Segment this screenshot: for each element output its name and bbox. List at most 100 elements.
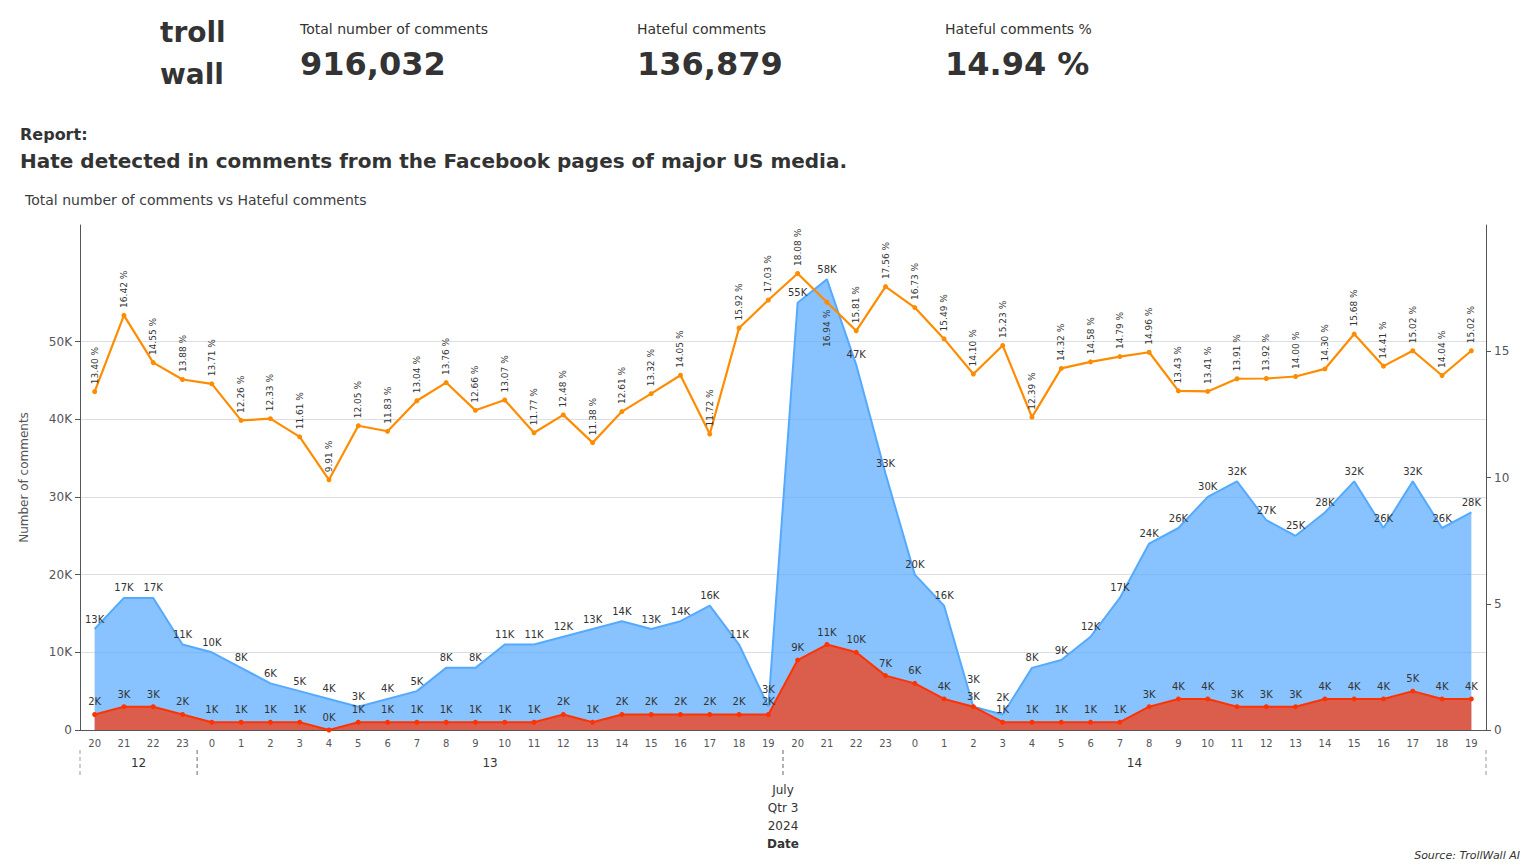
svg-text:13K: 13K <box>583 614 603 625</box>
svg-text:Report:: Report: <box>20 125 88 144</box>
svg-text:10: 10 <box>498 738 511 749</box>
svg-text:11: 11 <box>528 738 541 749</box>
svg-text:23: 23 <box>176 738 189 749</box>
svg-text:14K: 14K <box>671 606 691 617</box>
svg-text:16: 16 <box>674 738 687 749</box>
svg-text:50K: 50K <box>49 335 73 349</box>
svg-text:11.77 %: 11.77 % <box>529 388 539 426</box>
svg-text:47K: 47K <box>847 349 867 360</box>
svg-text:1K: 1K <box>586 704 599 715</box>
svg-text:18.08 %: 18.08 % <box>793 228 803 266</box>
svg-text:14.58 %: 14.58 % <box>1086 317 1096 355</box>
svg-text:30K: 30K <box>49 490 73 504</box>
svg-text:11.72 %: 11.72 % <box>705 389 715 427</box>
svg-text:Hateful comments %: Hateful comments % <box>945 21 1092 37</box>
svg-text:4K: 4K <box>1348 681 1361 692</box>
svg-text:4K: 4K <box>1172 681 1185 692</box>
svg-text:1K: 1K <box>1084 704 1097 715</box>
svg-text:10K: 10K <box>202 637 222 648</box>
svg-text:13.91 %: 13.91 % <box>1232 334 1242 372</box>
svg-text:11.38 %: 11.38 % <box>588 398 598 436</box>
svg-text:0: 0 <box>209 738 215 749</box>
svg-text:28K: 28K <box>1315 497 1335 508</box>
svg-text:17K: 17K <box>1110 582 1130 593</box>
svg-text:12: 12 <box>557 738 570 749</box>
svg-text:14.30 %: 14.30 % <box>1320 324 1330 362</box>
svg-text:58K: 58K <box>817 264 837 275</box>
svg-text:27K: 27K <box>1257 505 1277 516</box>
svg-text:33K: 33K <box>876 458 896 469</box>
svg-text:3K: 3K <box>1260 689 1273 700</box>
svg-text:13.07 %: 13.07 % <box>500 355 510 393</box>
svg-text:4: 4 <box>326 738 332 749</box>
svg-text:8K: 8K <box>235 652 248 663</box>
svg-text:1K: 1K <box>293 704 306 715</box>
svg-text:26K: 26K <box>1169 513 1189 524</box>
svg-text:12.48 %: 12.48 % <box>558 370 568 408</box>
svg-text:3K: 3K <box>1231 689 1244 700</box>
svg-text:5K: 5K <box>293 676 306 687</box>
svg-text:11K: 11K <box>173 629 193 640</box>
svg-text:16: 16 <box>1377 738 1390 749</box>
svg-text:20: 20 <box>791 738 804 749</box>
svg-text:5K: 5K <box>410 676 423 687</box>
svg-text:14.55 %: 14.55 % <box>148 317 158 355</box>
svg-text:25K: 25K <box>1286 520 1306 531</box>
svg-text:1K: 1K <box>410 704 423 715</box>
svg-text:12.33 %: 12.33 % <box>265 374 275 412</box>
svg-text:Date: Date <box>767 837 799 851</box>
svg-text:6: 6 <box>1087 738 1093 749</box>
svg-text:136,879: 136,879 <box>637 45 783 83</box>
svg-text:12.26 %: 12.26 % <box>236 375 246 413</box>
svg-text:13: 13 <box>482 756 497 770</box>
svg-text:2K: 2K <box>615 696 628 707</box>
svg-text:2K: 2K <box>733 696 746 707</box>
svg-text:Number of comments: Number of comments <box>17 412 31 543</box>
svg-text:1K: 1K <box>205 704 218 715</box>
svg-text:15.23 %: 15.23 % <box>998 300 1008 338</box>
svg-text:0: 0 <box>912 738 918 749</box>
svg-text:13.92 %: 13.92 % <box>1261 333 1271 371</box>
svg-text:8K: 8K <box>469 652 482 663</box>
svg-text:17: 17 <box>703 738 716 749</box>
svg-text:6K: 6K <box>264 668 277 679</box>
svg-text:14.05 %: 14.05 % <box>675 330 685 368</box>
svg-text:1K: 1K <box>235 704 248 715</box>
svg-text:6: 6 <box>384 738 390 749</box>
svg-text:4K: 4K <box>1377 681 1390 692</box>
svg-text:3K: 3K <box>1143 689 1156 700</box>
svg-text:5: 5 <box>355 738 361 749</box>
svg-text:14.10 %: 14.10 % <box>968 329 978 367</box>
svg-text:14: 14 <box>616 738 629 749</box>
svg-text:13K: 13K <box>642 614 662 625</box>
svg-text:5K: 5K <box>1406 673 1419 684</box>
svg-text:11: 11 <box>1231 738 1244 749</box>
svg-text:55K: 55K <box>788 287 808 298</box>
svg-text:9K: 9K <box>791 642 804 653</box>
svg-text:28K: 28K <box>1462 497 1482 508</box>
svg-text:10K: 10K <box>49 645 73 659</box>
svg-text:14K: 14K <box>612 606 632 617</box>
svg-text:10K: 10K <box>847 634 867 645</box>
svg-text:18: 18 <box>733 738 746 749</box>
svg-text:20K: 20K <box>905 559 925 570</box>
svg-text:21: 21 <box>821 738 834 749</box>
svg-text:14: 14 <box>1319 738 1332 749</box>
svg-text:11K: 11K <box>729 629 749 640</box>
svg-text:Hateful comments: Hateful comments <box>637 21 766 37</box>
svg-text:22: 22 <box>147 738 160 749</box>
svg-text:11K: 11K <box>524 629 544 640</box>
svg-text:2K: 2K <box>674 696 687 707</box>
svg-text:18: 18 <box>1436 738 1449 749</box>
svg-text:14.00 %: 14.00 % <box>1291 331 1301 369</box>
svg-text:13.76 %: 13.76 % <box>441 337 451 375</box>
svg-text:14.04 %: 14.04 % <box>1437 330 1447 368</box>
svg-text:2K: 2K <box>645 696 658 707</box>
svg-text:troll: troll <box>160 16 226 49</box>
svg-text:9.91 %: 9.91 % <box>324 440 334 472</box>
svg-text:0: 0 <box>1494 723 1502 737</box>
svg-text:13.04 %: 13.04 % <box>412 356 422 394</box>
svg-text:7K: 7K <box>879 658 892 669</box>
svg-text:2: 2 <box>970 738 976 749</box>
svg-text:40K: 40K <box>49 412 73 426</box>
